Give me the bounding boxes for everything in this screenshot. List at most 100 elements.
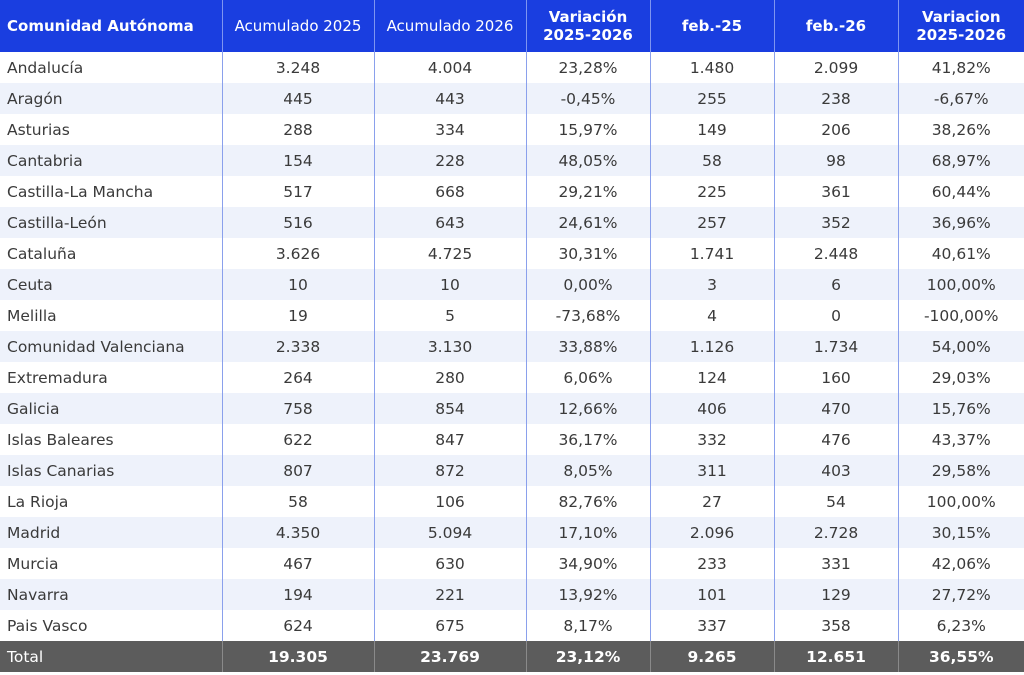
table-cell: 352 [774, 207, 899, 238]
region-name: Navarra [0, 579, 223, 610]
table-cell: 40,61% [898, 238, 1024, 269]
region-name: Madrid [0, 517, 223, 548]
table-cell: 58 [222, 486, 375, 517]
region-name: Galicia [0, 393, 223, 424]
table-cell: 24,61% [526, 207, 651, 238]
region-name: Asturias [0, 114, 223, 145]
table-row: Comunidad Valenciana 2.338 3.130 33,88% 1.12… [0, 331, 1024, 362]
table-cell: 2.096 [650, 517, 775, 548]
table-cell: -73,68% [526, 300, 651, 331]
table-cell: 154 [222, 145, 375, 176]
region-name: Pais Vasco [0, 610, 223, 641]
table-row: Murcia 467 630 34,90% 233 331 42,06% [0, 548, 1024, 579]
header-row: Comunidad Autónoma Acumulado 2025 Acumul… [0, 0, 1024, 52]
table-cell: 5 [374, 300, 527, 331]
table-cell: 403 [774, 455, 899, 486]
header-comunidad: Comunidad Autónoma [0, 0, 223, 52]
table-cell: 517 [222, 176, 375, 207]
table-cell: 228 [374, 145, 527, 176]
table-cell: 194 [222, 579, 375, 610]
table-cell: 854 [374, 393, 527, 424]
table-cell: 758 [222, 393, 375, 424]
table-cell: 0 [774, 300, 899, 331]
table-row: Andalucía 3.248 4.004 23,28% 1.480 2.099 41,82… [0, 52, 1024, 83]
table-cell: 58 [650, 145, 775, 176]
table-row: Asturias 288 334 15,97% 149 206 38,26% [0, 114, 1024, 145]
table-row: Cantabria 154 228 48,05% 58 98 68,97% [0, 145, 1024, 176]
table-cell: 280 [374, 362, 527, 393]
table-cell: 2.448 [774, 238, 899, 269]
table-cell: 82,76% [526, 486, 651, 517]
region-name: Islas Baleares [0, 424, 223, 455]
table-cell: 29,58% [898, 455, 1024, 486]
table-cell: 443 [374, 83, 527, 114]
table-cell: 6 [774, 269, 899, 300]
region-name: Melilla [0, 300, 223, 331]
region-name: Cantabria [0, 145, 223, 176]
table-cell: -6,67% [898, 83, 1024, 114]
table-cell: 30,31% [526, 238, 651, 269]
table-cell: 4.004 [374, 52, 527, 83]
table-cell: 41,82% [898, 52, 1024, 83]
table-row: Galicia 758 854 12,66% 406 470 15,76% [0, 393, 1024, 424]
table-cell: 160 [774, 362, 899, 393]
table-cell: 847 [374, 424, 527, 455]
table-row: Islas Canarias 807 872 8,05% 311 403 29,58% [0, 455, 1024, 486]
table-cell: 42,06% [898, 548, 1024, 579]
table-cell: 206 [774, 114, 899, 145]
table-cell: 872 [374, 455, 527, 486]
table-cell: 149 [650, 114, 775, 145]
region-name: Aragón [0, 83, 223, 114]
table-cell: 17,10% [526, 517, 651, 548]
table-row: Aragón 445 443 -0,45% 255 238 -6,67% [0, 83, 1024, 114]
table-cell: 60,44% [898, 176, 1024, 207]
table-cell: 470 [774, 393, 899, 424]
header-variacion-acumulado: Variación 2025-2026 [526, 0, 651, 52]
table-cell: 48,05% [526, 145, 651, 176]
total-cell: 19.305 [222, 641, 375, 672]
total-label: Total [0, 641, 223, 672]
region-name: Extremadura [0, 362, 223, 393]
table-row: Melilla 19 5 -73,68% 4 0 -100,00% [0, 300, 1024, 331]
table-row: Islas Baleares 622 847 36,17% 332 476 43,37% [0, 424, 1024, 455]
table-cell: 38,26% [898, 114, 1024, 145]
table-cell: 13,92% [526, 579, 651, 610]
table-cell: 1.126 [650, 331, 775, 362]
region-name: Andalucía [0, 52, 223, 83]
table-cell: 8,17% [526, 610, 651, 641]
header-acumulado-2026: Acumulado 2026 [374, 0, 527, 52]
table-cell: 2.338 [222, 331, 375, 362]
table-cell: 221 [374, 579, 527, 610]
table-cell: 0,00% [526, 269, 651, 300]
table-cell: 5.094 [374, 517, 527, 548]
header-variacion-feb: Variacion 2025-2026 [898, 0, 1024, 52]
table-cell: 1.734 [774, 331, 899, 362]
table-cell: 1.741 [650, 238, 775, 269]
table-cell: 54,00% [898, 331, 1024, 362]
table-cell: 807 [222, 455, 375, 486]
table-cell: 98 [774, 145, 899, 176]
table-cell: 337 [650, 610, 775, 641]
table-cell: 3.130 [374, 331, 527, 362]
table-row: La Rioja 58 106 82,76% 27 54 100,00% [0, 486, 1024, 517]
table-cell: 264 [222, 362, 375, 393]
table-cell: 101 [650, 579, 775, 610]
table-cell: 6,06% [526, 362, 651, 393]
table-row: Extremadura 264 280 6,06% 124 160 29,03% [0, 362, 1024, 393]
total-cell: 23.769 [374, 641, 527, 672]
table-row: Castilla-León 516 643 24,61% 257 352 36,96% [0, 207, 1024, 238]
table-cell: 10 [222, 269, 375, 300]
table-cell: 1.480 [650, 52, 775, 83]
table-cell: 27 [650, 486, 775, 517]
region-name: Islas Canarias [0, 455, 223, 486]
table-cell: 288 [222, 114, 375, 145]
table-cell: 36,17% [526, 424, 651, 455]
total-cell: 12.651 [774, 641, 899, 672]
table-cell: 100,00% [898, 269, 1024, 300]
table-cell: 29,21% [526, 176, 651, 207]
table-cell: 129 [774, 579, 899, 610]
table-cell: 54 [774, 486, 899, 517]
table-cell: 124 [650, 362, 775, 393]
table-cell: 668 [374, 176, 527, 207]
table-cell: 257 [650, 207, 775, 238]
